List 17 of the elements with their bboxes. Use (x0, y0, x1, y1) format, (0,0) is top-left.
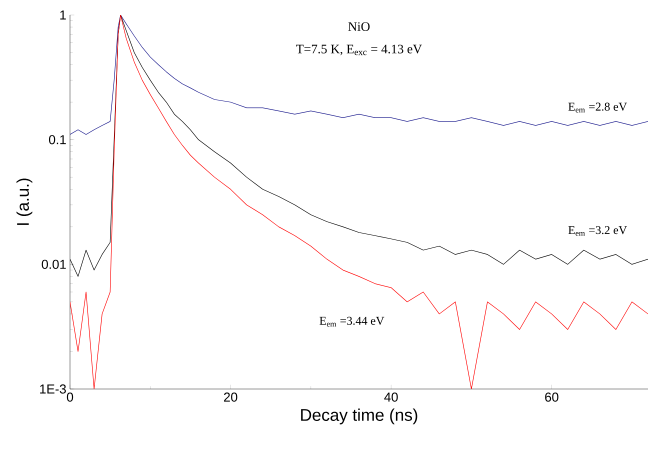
series-label: E$_{em}$ =3.2 eV (568, 226, 628, 236)
y-tick-label: 0.01 (42, 260, 66, 269)
x-axis-title: Decay time (ns) (301, 408, 418, 424)
y-axis-title: I (a.u.) (16, 178, 32, 225)
x-tick-label: 20 (224, 392, 238, 402)
line-series (70, 14, 648, 390)
line-series (70, 14, 648, 135)
series-label: E$_{em}$ =2.8 eV (568, 102, 628, 112)
x-tick-label: 0 (66, 392, 74, 402)
y-tick-label: 0.1 (48, 135, 66, 144)
y-tick-label: 1 (60, 10, 66, 20)
x-tick-label: 40 (384, 392, 398, 402)
annotation: T=7.5 K, E$_{exc}$ = 4.13 eV (296, 44, 422, 56)
y-tick-label: 1E-3 (40, 384, 66, 394)
x-tick-label: 60 (545, 392, 558, 402)
text: E$_{em}$ =3.44 eV (320, 316, 384, 327)
annotation: NiO (348, 22, 370, 31)
